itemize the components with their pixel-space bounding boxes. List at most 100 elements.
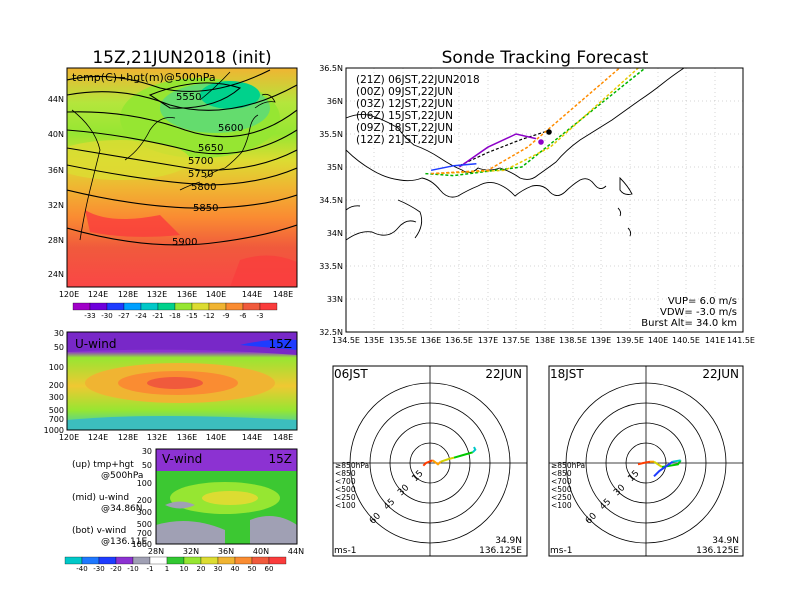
hodograph-level-label: <850 xyxy=(335,469,356,478)
svg-text:140E: 140E xyxy=(206,433,226,442)
legend-item: (03Z) 12JST,22JUN xyxy=(356,98,453,110)
svg-text:300: 300 xyxy=(49,393,64,402)
u-wind-section xyxy=(67,332,297,430)
svg-text:-10: -10 xyxy=(127,565,138,573)
svg-text:-30: -30 xyxy=(93,565,104,573)
hodograph-trace xyxy=(440,456,455,463)
svg-text:-33: -33 xyxy=(84,312,95,320)
hodograph-level-label: <700 xyxy=(551,477,572,486)
tracking-lon-axis: 134.5E 135E 135.5E 136E 136.5E 137E 137.… xyxy=(332,336,755,345)
svg-text:33N: 33N xyxy=(327,295,343,304)
svg-text:120E: 120E xyxy=(59,290,79,299)
svg-text:141.5E: 141.5E xyxy=(727,336,755,345)
hodograph-level-label: <500 xyxy=(335,485,356,494)
u-wind-lon-axis: 120E 124E 128E 132E 136E 140E 144E 148E xyxy=(59,433,293,442)
svg-text:-24: -24 xyxy=(135,312,147,320)
colorbar-swatch xyxy=(225,302,244,311)
svg-text:138.5E: 138.5E xyxy=(559,336,587,345)
u-wind-pressure-axis: 30 50 100 200 300 500 700 1000 xyxy=(44,329,64,435)
svg-text:22JUN: 22JUN xyxy=(485,367,522,381)
svg-text:@34.86N: @34.86N xyxy=(101,504,143,514)
svg-text:148E: 148E xyxy=(273,433,293,442)
svg-text:-20: -20 xyxy=(110,565,121,573)
svg-text:(mid) u-wind: (mid) u-wind xyxy=(72,493,129,503)
svg-text:35N: 35N xyxy=(327,163,343,172)
colorbar-swatch xyxy=(259,302,278,311)
hodograph-trace xyxy=(471,446,477,454)
hodograph-level-label: <250 xyxy=(551,493,572,502)
tracking-lat-axis: 36.5N 36N 35.5N 35N 34.5N 34N 33.5N 33N … xyxy=(319,64,343,337)
hodograph-18jst-text: 18JST 22JUN 34.9N 136.125E ms-1 xyxy=(550,367,739,556)
svg-text:36.5N: 36.5N xyxy=(319,64,343,73)
svg-text:139E: 139E xyxy=(591,336,611,345)
svg-text:34.9N: 34.9N xyxy=(495,536,522,546)
hodograph-level-label: <850 xyxy=(551,469,572,478)
svg-text:-15: -15 xyxy=(186,312,197,320)
hodograph-trace xyxy=(653,460,674,478)
colorbar-swatch xyxy=(123,302,142,311)
svg-text:200: 200 xyxy=(49,381,64,390)
svg-text:136.125E: 136.125E xyxy=(479,546,522,556)
svg-text:136E: 136E xyxy=(177,290,197,299)
svg-text:700: 700 xyxy=(137,529,152,538)
svg-text:50: 50 xyxy=(54,343,64,352)
svg-text:60: 60 xyxy=(265,565,274,573)
svg-text:@136.11E: @136.11E xyxy=(101,537,147,547)
map-lat-axis: 44N 40N 36N 32N 28N 24N xyxy=(48,95,64,279)
svg-text:06JST: 06JST xyxy=(334,367,368,381)
hodograph-06jst-text: 06JST 22JUN 34.9N 136.125E ms-1 xyxy=(334,367,522,556)
svg-text:5700: 5700 xyxy=(188,156,213,167)
svg-text:34.9N: 34.9N xyxy=(712,536,739,546)
svg-text:140E: 140E xyxy=(206,290,226,299)
temperature-colorbar-labels: -33 -30 -27 -24 -21 -18 -15 -12 -9 -6 -3 xyxy=(84,312,263,320)
hodograph-trace xyxy=(672,459,681,463)
legend-item: (12Z) 21JST,22JUN xyxy=(356,134,453,146)
svg-text:Burst Alt= 34.0 km: Burst Alt= 34.0 km xyxy=(641,318,737,329)
svg-text:(bot) v-wind: (bot) v-wind xyxy=(72,526,126,536)
svg-text:5650: 5650 xyxy=(198,143,223,154)
svg-text:ms-1: ms-1 xyxy=(334,546,356,556)
svg-text:138E: 138E xyxy=(535,336,555,345)
colorbar-swatch xyxy=(81,556,100,565)
svg-text:32.5N: 32.5N xyxy=(319,328,343,337)
map-label: temp(C)+hgt(m)@500hPa xyxy=(72,71,216,84)
svg-text:VDW= -3.0 m/s: VDW= -3.0 m/s xyxy=(660,307,737,318)
burst-point-00z xyxy=(538,139,544,145)
svg-text:36N: 36N xyxy=(327,97,343,106)
colorbar-swatch xyxy=(140,302,159,311)
tracking-frame xyxy=(345,67,744,333)
svg-text:VUP= 6.0 m/s: VUP= 6.0 m/s xyxy=(668,296,737,307)
u-wind-label: U-wind xyxy=(75,337,116,351)
svg-text:700: 700 xyxy=(49,415,64,424)
panel-notes: (up) tmp+hgt @500hPa (mid) u-wind @34.86… xyxy=(72,460,147,547)
hodograph-trace xyxy=(453,451,473,459)
svg-text:1: 1 xyxy=(165,565,169,573)
svg-text:5900: 5900 xyxy=(172,237,197,248)
svg-text:120E: 120E xyxy=(59,433,79,442)
track-line xyxy=(458,133,537,168)
colorbar-swatch xyxy=(183,556,202,565)
svg-text:136E: 136E xyxy=(177,433,197,442)
tracking-legend: (21Z) 06JST,22JUN2018 (00Z) 09JST,22JUN … xyxy=(356,74,480,146)
svg-text:10: 10 xyxy=(180,565,189,573)
colorbar-swatch xyxy=(200,556,219,565)
svg-text:32N: 32N xyxy=(48,201,64,210)
temperature-map xyxy=(67,68,297,287)
svg-text:200: 200 xyxy=(137,496,152,505)
svg-text:128E: 128E xyxy=(118,433,138,442)
svg-text:140.5E: 140.5E xyxy=(672,336,700,345)
svg-text:500: 500 xyxy=(137,520,152,529)
v-wind-lat-axis: 28N 32N 36N 40N 44N xyxy=(148,547,304,556)
svg-text:32N: 32N xyxy=(183,547,199,556)
svg-text:24N: 24N xyxy=(48,270,64,279)
svg-text:-18: -18 xyxy=(169,312,180,320)
legend-item: (09Z) 18JST,22JUN xyxy=(356,122,453,134)
svg-text:40N: 40N xyxy=(48,130,64,139)
svg-text:500: 500 xyxy=(49,406,64,415)
u-wind-time: 15Z xyxy=(269,337,293,351)
hodograph-level-label: <500 xyxy=(551,485,572,494)
legend-item: (21Z) 06JST,22JUN2018 xyxy=(356,74,480,86)
colorbar-swatch xyxy=(234,556,253,565)
